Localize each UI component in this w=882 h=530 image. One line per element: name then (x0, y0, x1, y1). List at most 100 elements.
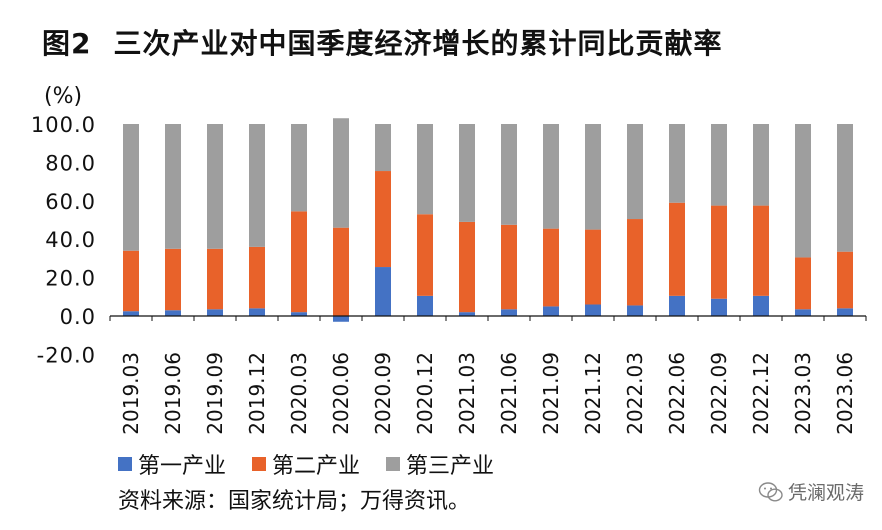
bar-segment-series-3 (753, 124, 769, 206)
y-axis-unit: (%) (44, 84, 82, 109)
bar-segment-series-2 (333, 227, 349, 316)
bars (123, 118, 853, 322)
x-axis-labels: 2019.03 2019.06 2019.09 2019.12 2020.03 2020.… (119, 352, 857, 435)
bar-segment-series-1 (207, 309, 223, 316)
bar-segment-series-3 (417, 124, 433, 215)
bar-segment-series-3 (627, 124, 643, 220)
bar-segment-series-3 (795, 124, 811, 258)
x-tick-label: 2020.03 (287, 352, 311, 435)
bar-segment-series-1 (501, 309, 517, 316)
y-tick-label: -20.0 (37, 343, 96, 367)
bar-segment-series-1 (753, 295, 769, 316)
bar-segment-series-3 (669, 124, 685, 203)
legend-item-primary: 第一产业 (118, 448, 226, 480)
bar-segment-series-2 (249, 246, 265, 309)
bar-segment-series-1 (417, 295, 433, 316)
watermark: 凭澜观涛 (758, 478, 864, 505)
y-tick-label: 100.0 (31, 113, 96, 137)
y-tick-label: 0.0 (60, 305, 96, 329)
bar-segment-series-1 (627, 305, 643, 316)
y-tick-label: 60.0 (45, 190, 96, 214)
legend-label-primary: 第一产业 (138, 454, 227, 479)
y-tick-label: 20.0 (45, 267, 96, 291)
x-tick-label: 2023.03 (791, 352, 815, 435)
x-tick-label: 2019.03 (119, 352, 143, 435)
bar-segment-series-2 (711, 205, 727, 299)
bar-segment-series-1 (543, 306, 559, 316)
bar-segment-series-3 (543, 124, 559, 229)
bar-segment-series-2 (501, 224, 517, 310)
bar-segment-series-1 (669, 295, 685, 316)
legend-label-secondary: 第二产业 (272, 454, 361, 479)
bar-segment-series-2 (123, 250, 139, 312)
y-axis: 100.0 80.0 60.0 40.0 20.0 0.0 -20.0 (31, 113, 96, 367)
x-axis (109, 315, 867, 321)
chart-title: 图2 三次产业对中国季度经济增长的累计同比贡献率 (42, 22, 723, 62)
bar-segment-series-1 (459, 312, 475, 316)
watermark-text: 凭澜观涛 (787, 482, 864, 504)
legend-item-secondary: 第二产业 (252, 448, 360, 480)
x-tick-label: 2019.09 (203, 352, 227, 435)
x-tick-label: 2023.06 (833, 352, 857, 435)
bar-segment-series-2 (837, 251, 853, 309)
bar-segment-series-3 (207, 124, 223, 249)
legend: 第一产业 第二产业 第三产业 (118, 448, 494, 480)
bar-segment-series-3 (501, 124, 517, 225)
x-tick-label: 2019.12 (245, 352, 269, 435)
bar-segment-series-1 (795, 309, 811, 316)
bar-segment-series-1 (291, 312, 307, 316)
bar-segment-series-1 (711, 298, 727, 316)
bar-segment-series-2 (375, 171, 391, 268)
bar-segment-series-3 (165, 124, 181, 249)
stacked-bar-chart: (%) 100.0 80.0 60.0 40.0 20.0 0.0 -20.0 2019.0… (31, 84, 867, 435)
bar-segment-series-2 (585, 229, 601, 305)
x-tick-label: 2020.09 (371, 352, 395, 435)
legend-swatch-primary (118, 457, 132, 471)
bar-segment-series-1 (165, 310, 181, 316)
x-tick-label: 2021.06 (497, 352, 521, 435)
legend-swatch-tertiary (386, 457, 401, 471)
bar-segment-series-2 (669, 202, 685, 296)
bar-segment-series-3 (249, 124, 265, 247)
bar-segment-series-3 (585, 124, 601, 230)
bar-segment-series-2 (795, 257, 811, 310)
bar-segment-series-3 (711, 124, 727, 206)
bar-segment-series-2 (543, 228, 559, 307)
source-note: 资料来源：国家统计局；万得资讯。 (118, 489, 471, 514)
x-tick-label: 2021.12 (581, 352, 605, 435)
bar-segment-series-1 (249, 308, 265, 316)
y-tick-label: 40.0 (45, 228, 96, 252)
bar-segment-series-1 (375, 267, 391, 316)
figure-number: 图2 (42, 27, 92, 60)
bar-segment-series-3 (837, 124, 853, 252)
bar-segment-series-3 (459, 124, 475, 222)
bar-segment-series-2 (459, 221, 475, 313)
x-tick-label: 2021.03 (455, 352, 479, 435)
bar-segment-series-3 (291, 124, 307, 212)
bar-segment-series-2 (291, 211, 307, 313)
bar-segment-series-2 (627, 219, 643, 306)
x-tick-label: 2021.09 (539, 352, 563, 435)
bar-segment-series-3 (375, 124, 391, 172)
x-tick-label: 2020.12 (413, 352, 437, 435)
wechat-icon (758, 481, 783, 502)
x-tick-label: 2022.12 (749, 352, 773, 435)
bar-segment-series-1 (333, 316, 349, 322)
bar-segment-series-3 (333, 118, 349, 228)
bar-segment-series-2 (753, 205, 769, 296)
x-tick-label: 2022.06 (665, 352, 689, 435)
title-text: 三次产业对中国季度经济增长的累计同比贡献率 (113, 27, 723, 60)
legend-label-tertiary: 第三产业 (406, 454, 495, 479)
bar-segment-series-1 (837, 308, 853, 316)
legend-swatch-secondary (252, 457, 267, 471)
bar-segment-series-1 (585, 304, 601, 316)
bar-segment-series-3 (123, 124, 139, 251)
x-tick-label: 2022.09 (707, 352, 731, 435)
bar-segment-series-1 (123, 311, 139, 316)
bar-segment-series-2 (165, 248, 181, 311)
x-tick-label: 2020.06 (329, 352, 353, 435)
bar-segment-series-2 (207, 248, 223, 310)
x-tick-label: 2022.03 (623, 352, 647, 435)
y-tick-label: 80.0 (45, 151, 96, 175)
x-tick-label: 2019.06 (161, 352, 185, 435)
